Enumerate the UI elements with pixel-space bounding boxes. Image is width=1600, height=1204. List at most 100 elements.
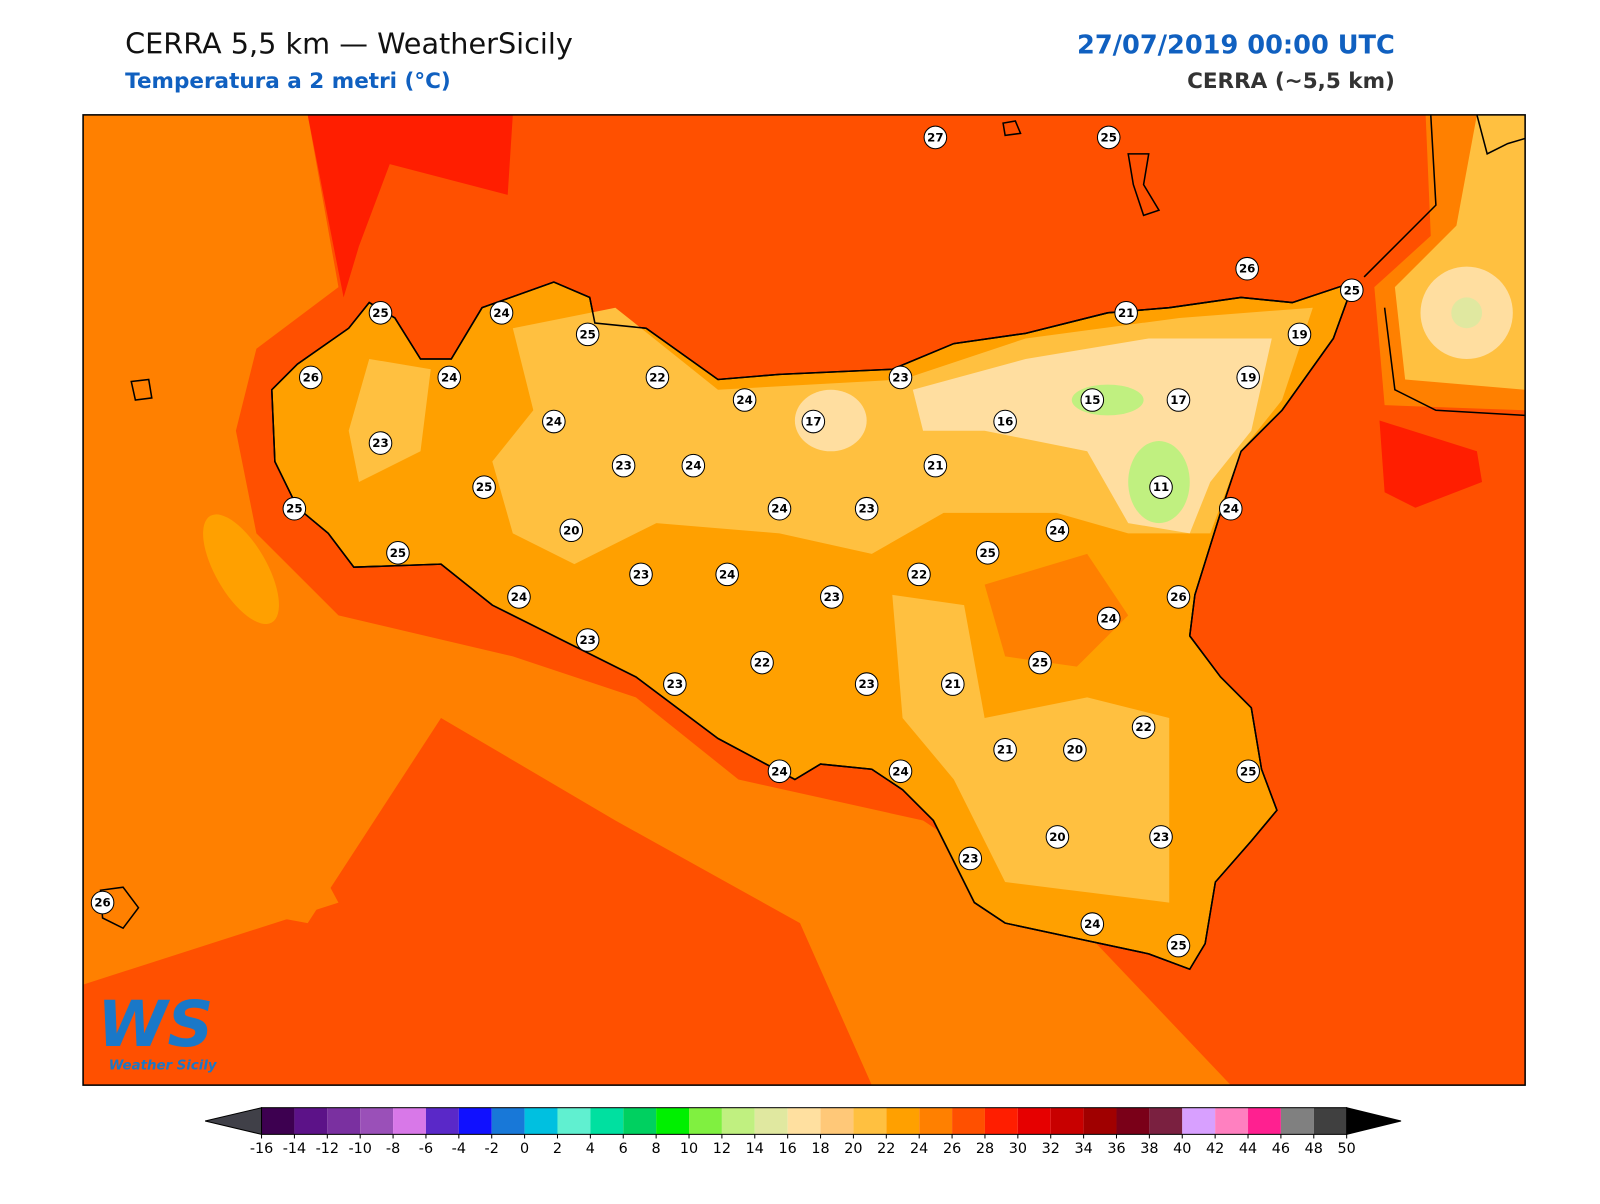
colorbar-bin [1149, 1107, 1183, 1135]
station-value: 23 [579, 633, 595, 647]
colorbar-bin [721, 1107, 755, 1135]
station-marker [923, 453, 948, 478]
station-marker [1096, 606, 1121, 631]
station-value: 22 [911, 567, 927, 581]
station-value: 25 [1344, 283, 1360, 297]
station-value: 21 [945, 677, 961, 691]
station-value: 22 [754, 656, 770, 670]
colorbar-bin [261, 1107, 295, 1135]
station-value: 25 [1240, 764, 1256, 778]
colorbar-tick-label: -10 [348, 1141, 371, 1157]
station-marker [888, 759, 913, 784]
station-value: 26 [303, 370, 319, 384]
colorbar-bin [393, 1107, 426, 1135]
calabria-field [1451, 297, 1483, 329]
station-value: 25 [979, 546, 995, 560]
hot-patch [307, 114, 513, 298]
station-value: 25 [1032, 656, 1048, 670]
station-marker [1096, 125, 1121, 150]
colorbar-tick-label: 26 [943, 1141, 961, 1157]
station-marker [1063, 737, 1087, 762]
coastline [271, 280, 1356, 971]
model-label: CERRA (~5,5 km) [1187, 69, 1395, 94]
station-marker [472, 475, 496, 499]
station-marker [958, 846, 983, 871]
colorbar-tick-label: 34 [1074, 1141, 1092, 1157]
station-marker [681, 453, 706, 478]
station-value: 24 [771, 764, 787, 778]
colorbar-tick-label: 10 [680, 1141, 698, 1157]
colorbar-tick-label: -8 [386, 1141, 400, 1157]
colorbar-tick-label: 24 [910, 1141, 928, 1157]
station-value: 26 [94, 896, 110, 910]
colorbar-bin [590, 1107, 624, 1135]
colorbar-tick-label: 8 [652, 1141, 661, 1157]
station-value: 24 [441, 370, 457, 384]
station-marker [993, 737, 1017, 762]
station-marker [854, 496, 879, 521]
colorbar-bin [952, 1107, 985, 1135]
colorbar-bin [1083, 1107, 1117, 1135]
station-value: 23 [1153, 830, 1169, 844]
station-marker [542, 409, 566, 434]
station-marker [1236, 365, 1260, 390]
station-value: 25 [1101, 130, 1117, 144]
colorbar-bin [1215, 1107, 1249, 1135]
station-value: 25 [1170, 939, 1186, 953]
station-value: 23 [372, 436, 388, 450]
station-value: 21 [1118, 306, 1134, 320]
station-marker [993, 409, 1017, 434]
colorbar-bin [820, 1107, 854, 1135]
station-marker [1045, 825, 1070, 849]
station-marker [1287, 322, 1312, 347]
station-marker [368, 431, 393, 455]
station-marker [629, 562, 653, 587]
station-value: 25 [390, 546, 406, 560]
colorbar-tick-label: 36 [1107, 1141, 1125, 1157]
station-value: 23 [667, 677, 683, 691]
station-value: 19 [1291, 327, 1307, 341]
station-value: 27 [927, 130, 943, 144]
station-value: 17 [1170, 393, 1186, 407]
colorbar-tick-label: -16 [250, 1141, 273, 1157]
logo-mark: WS [97, 987, 213, 1061]
station-marker [575, 322, 600, 347]
calabria-coast [1363, 114, 1526, 417]
station-marker [1080, 912, 1105, 936]
colorbar-bin [294, 1107, 328, 1135]
colorbar-tick-label: -4 [452, 1141, 466, 1157]
station-marker [1235, 256, 1259, 281]
station-value: 24 [1049, 523, 1065, 537]
station-marker [575, 628, 600, 652]
station-marker [801, 409, 826, 434]
station-marker [854, 672, 879, 696]
colorbar-tick-label: 14 [746, 1141, 764, 1157]
inland-field [794, 389, 867, 452]
colorbar-tick-label: 28 [976, 1141, 994, 1157]
colorbar-bin [1280, 1107, 1314, 1135]
station-value: 24 [736, 393, 752, 407]
station-value: 19 [1240, 370, 1256, 384]
station-value: 24 [1223, 502, 1239, 516]
colorbar-bin [919, 1107, 953, 1135]
colorbar-tick-label: 40 [1173, 1141, 1191, 1157]
station-value: 26 [1239, 262, 1255, 276]
station-value: 22 [1135, 720, 1151, 734]
station-marker [907, 562, 931, 587]
colorbar-tick-label: 30 [1009, 1141, 1027, 1157]
station-marker [437, 365, 462, 390]
station-marker [1218, 496, 1243, 521]
station-marker [941, 672, 965, 696]
station-marker [1166, 388, 1191, 412]
colorbar-bin [1017, 1107, 1051, 1135]
station-value: 25 [286, 502, 302, 516]
station-marker [923, 125, 948, 150]
station-value: 24 [1101, 611, 1117, 625]
station-value: 20 [1049, 830, 1065, 844]
station-value: 20 [1067, 743, 1083, 757]
colorbar-bin [425, 1107, 459, 1135]
station-marker [767, 759, 792, 784]
station-value: 23 [962, 851, 978, 865]
